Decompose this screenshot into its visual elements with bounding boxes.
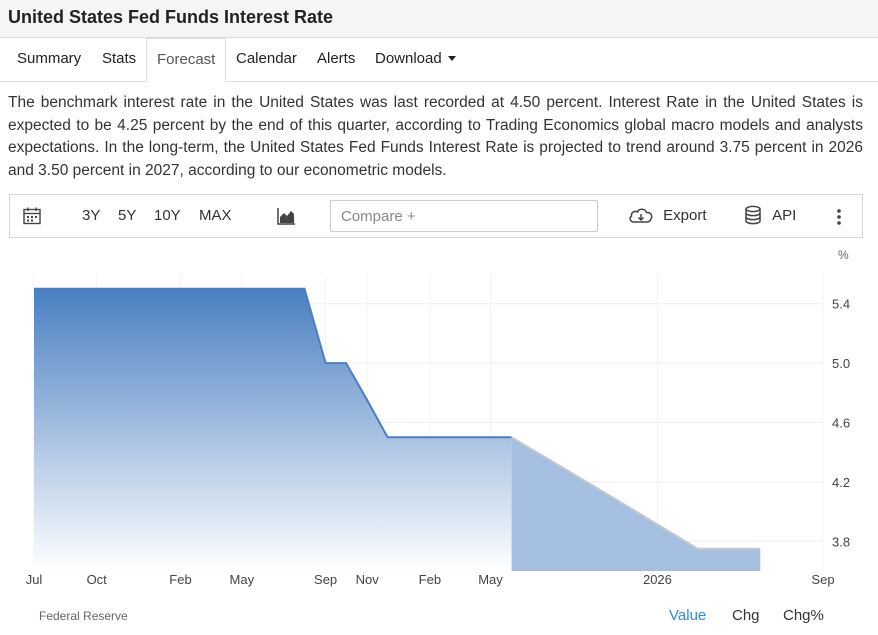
x-tick-label: Feb: [419, 572, 441, 587]
cloud-download-icon: [629, 208, 653, 223]
x-tick-label: Sep: [811, 572, 834, 587]
source-label: Federal Reserve: [39, 609, 128, 623]
tab-stats[interactable]: Stats: [102, 50, 137, 67]
x-tick-label: May: [478, 572, 503, 587]
tab-bar: Summary Stats Forecast Calendar Alerts D…: [0, 38, 878, 82]
area-chart-icon[interactable]: [276, 195, 298, 237]
chg-percent-tab[interactable]: Chg%: [783, 607, 824, 624]
range-3y-button[interactable]: 3Y: [82, 207, 101, 224]
forecast-line: [511, 436, 761, 550]
compare-input[interactable]: [330, 200, 598, 232]
x-tick-label: 2026: [643, 572, 672, 587]
api-button[interactable]: API: [744, 195, 796, 237]
tab-download[interactable]: Download: [366, 38, 465, 82]
description-text: The benchmark interest rate in the Unite…: [8, 94, 863, 179]
api-label: API: [772, 207, 797, 224]
vertical-ellipsis-icon[interactable]: [836, 195, 846, 237]
historical-area: [34, 288, 512, 571]
database-icon: [745, 205, 761, 224]
chart-toolbar: 3Y 5Y 10Y MAX Export API: [9, 194, 863, 238]
tab-download-label: Download: [375, 50, 442, 67]
calendar-icon[interactable]: [22, 195, 44, 237]
y-tick-label: 5.0: [832, 356, 850, 371]
chg-tab[interactable]: Chg: [732, 607, 760, 624]
x-tick-label: Jul: [26, 572, 43, 587]
value-tab[interactable]: Value: [669, 607, 707, 624]
range-10y-button[interactable]: 10Y: [154, 207, 181, 224]
chart-area: 5.4 5.0 4.6 4.2 3.8% Jul Oct Feb May Sep Nov Feb May…: [9, 238, 863, 635]
historical-line: [34, 287, 512, 439]
x-tick-label: May: [230, 572, 255, 587]
y-tick-label: 3.8: [832, 534, 850, 549]
tab-alerts[interactable]: Alerts: [317, 50, 356, 67]
tab-calendar[interactable]: Calendar: [236, 50, 297, 67]
page-title: United States Fed Funds Interest Rate: [8, 7, 334, 27]
x-tick-label: Oct: [87, 572, 108, 587]
tab-forecast[interactable]: Forecast: [146, 38, 227, 82]
range-max-button[interactable]: MAX: [199, 207, 232, 224]
export-button[interactable]: Export: [628, 195, 707, 237]
y-tick-label: 4.6: [832, 416, 850, 431]
y-tick-label: 4.2: [832, 475, 850, 490]
export-label: Export: [663, 207, 707, 224]
forecast-area: [511, 437, 761, 571]
title-bar: United States Fed Funds Interest Rate: [0, 0, 878, 38]
x-tick-label: Feb: [169, 572, 191, 587]
caret-down-icon: [447, 55, 456, 61]
y-unit-label: %: [838, 248, 849, 262]
x-tick-label: Sep: [314, 572, 337, 587]
tab-summary[interactable]: Summary: [17, 50, 82, 67]
interest-rate-chart[interactable]: 5.4 5.0 4.6 4.2 3.8% Jul Oct Feb May Sep Nov Feb May…: [9, 238, 863, 635]
range-5y-button[interactable]: 5Y: [118, 207, 137, 224]
x-tick-label: Nov: [356, 572, 380, 587]
y-tick-label: 5.4: [832, 297, 850, 312]
